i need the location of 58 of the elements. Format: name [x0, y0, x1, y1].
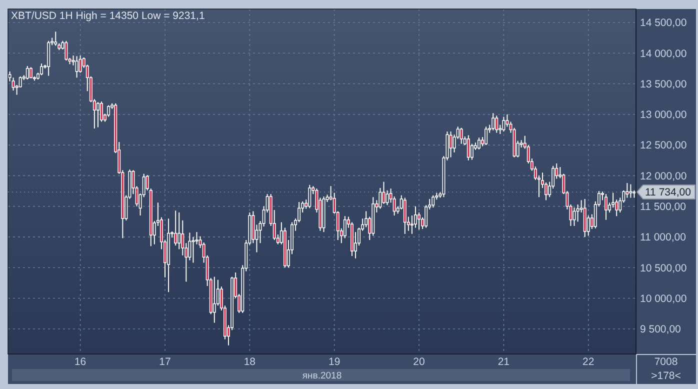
text: 7008 [654, 356, 678, 368]
candlestick [484, 126, 488, 146]
y-tick-label: 12 000,00 [640, 170, 687, 182]
candlestick [626, 182, 629, 198]
y-tick-label: 10 000,00 [640, 292, 687, 305]
candlestick [195, 232, 198, 245]
candlestick [418, 212, 421, 230]
x-tick-label: 16 [74, 356, 86, 368]
candlestick [403, 197, 406, 234]
candlestick [343, 216, 346, 239]
candlestick [386, 190, 389, 206]
candlestick [64, 40, 68, 61]
candlestick [572, 207, 576, 226]
candlestick [78, 55, 82, 74]
y-tick-label: 11 000,00 [640, 232, 686, 244]
candlestick [40, 63, 44, 76]
candlestick [460, 127, 463, 144]
chart-title: XBT/USD 1H High = 14350 Low = 9231,1 [11, 10, 205, 22]
ref-line-label: 11 734,00 [645, 186, 692, 199]
x-tick-label: 20 [413, 356, 426, 368]
candlestick [308, 184, 312, 209]
y-tick-label: 10 500,00 [640, 262, 687, 274]
candlestick [612, 192, 615, 208]
candlestick [174, 210, 178, 246]
candlestick [629, 184, 632, 198]
candlestick [492, 112, 495, 131]
candlestick [212, 276, 216, 324]
candlestick [75, 56, 78, 78]
y-tick-label: 13 500,00 [640, 78, 687, 90]
x-tick-label: 19 [328, 356, 340, 368]
x-tick-label: 17 [159, 356, 171, 368]
candlestick [466, 134, 470, 161]
candlestick [26, 65, 29, 80]
candlestick [495, 115, 498, 134]
x-tick-label: 21 [498, 356, 510, 368]
candlestick [432, 194, 435, 208]
y-tick-label: 13 000,00 [640, 109, 687, 122]
candlestick [96, 102, 100, 128]
candlestick [478, 137, 480, 150]
x-tick-label: 22 [582, 356, 594, 368]
candlestick [583, 198, 586, 238]
candlestick [382, 181, 386, 204]
candlestick [604, 194, 608, 220]
candlestick [54, 31, 58, 46]
x-tick-label: 18 [244, 356, 256, 368]
x-axis-title: янв.2018 [302, 370, 342, 382]
y-tick-label: 14 500,00 [640, 17, 687, 30]
candlestick [192, 236, 195, 264]
y-tick-label: 11 500,00 [640, 200, 686, 213]
text: >178< [651, 370, 681, 382]
candlestick [449, 131, 452, 158]
candlestick [506, 114, 509, 128]
candlestick [47, 40, 50, 76]
candlestick [502, 116, 506, 132]
candlestick [576, 204, 580, 222]
y-tick-label: 9 500,00 [640, 324, 682, 336]
y-tick-label: 12 500,00 [640, 140, 687, 152]
y-tick-label: 14 000,00 [640, 48, 687, 60]
